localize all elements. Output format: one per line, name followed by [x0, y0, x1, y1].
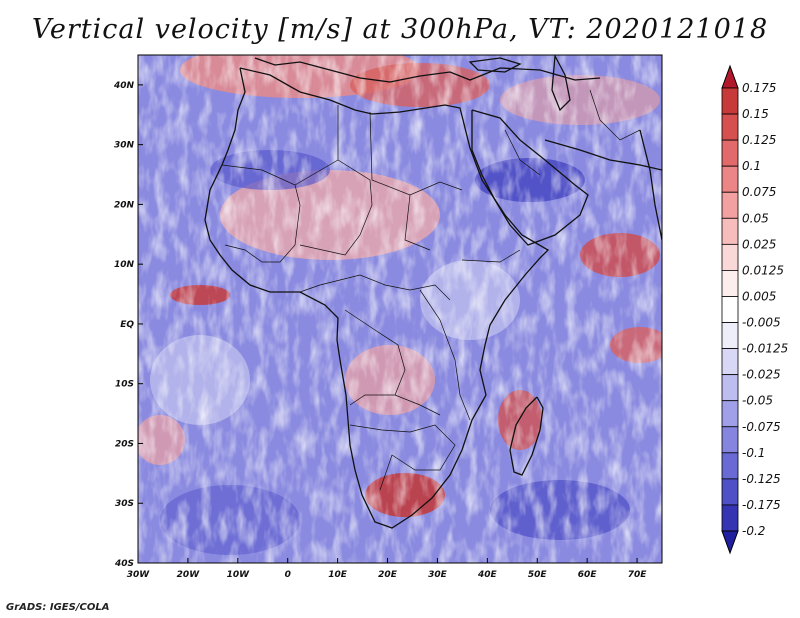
lon-tick-label: 60E — [578, 570, 598, 580]
colorbar: 0.175 0.15 0.125 0.1 0.075 0.05 0.025 0.0125 0.0… — [721, 64, 788, 555]
lat-tick-label: 40S — [114, 559, 134, 569]
lat-tick-label: EQ — [120, 320, 134, 330]
colorbar-swatch — [721, 296, 739, 323]
map-panel — [137, 54, 663, 564]
lon-tick-label: 30E — [428, 570, 448, 580]
colorbar-swatch — [721, 322, 739, 349]
colorbar-swatch — [721, 113, 739, 141]
colorbar-swatch — [721, 478, 739, 506]
lat-tick-label: 30S — [115, 499, 134, 509]
lon-tick-label: 0 — [285, 570, 291, 580]
colorbar-min-arrow — [721, 530, 739, 555]
map-frame — [137, 54, 663, 564]
colorbar-swatch — [721, 400, 739, 428]
colorbar-level-label: -0.005 — [742, 316, 781, 330]
colorbar-swatch — [721, 452, 739, 480]
lat-tick-label: 20S — [115, 439, 134, 449]
lon-tick-label: 70E — [628, 570, 648, 580]
colorbar-level-label: -0.0125 — [742, 342, 788, 356]
colorbar-swatch — [721, 426, 739, 454]
lat-tick-label: 10S — [115, 380, 134, 390]
colorbar-level-label: -0.025 — [742, 368, 781, 382]
country-borders — [221, 89, 641, 491]
colorbar-swatch — [721, 374, 739, 402]
colorbar-level-label: 0.0125 — [742, 263, 784, 277]
lon-tick-label: 30W — [127, 570, 151, 580]
colorbar-swatch — [721, 139, 739, 167]
colorbar-level-label: 0.005 — [742, 289, 776, 303]
latitude-axis: 40N 30N 20N 10N EQ 10S 20S 30S 40S — [113, 81, 143, 569]
colorbar-swatch — [721, 165, 739, 193]
colorbar-swatch — [721, 504, 739, 532]
lat-tick-label: 30N — [114, 141, 135, 151]
colorbar-swatch — [721, 87, 739, 115]
colorbar-level-label: -0.1 — [742, 446, 765, 460]
colorbar-level-label: 0.125 — [742, 133, 776, 147]
colorbar-level-label: 0.175 — [742, 81, 776, 95]
colorbar-swatch — [721, 191, 739, 219]
lon-tick-label: 20W — [177, 570, 201, 580]
map-title: Vertical velocity [m/s] at 300hPa, VT: 2… — [31, 14, 769, 45]
colorbar-swatch — [721, 270, 739, 297]
colorbar-swatch — [721, 217, 739, 245]
colorbar-level-label: 0.075 — [742, 185, 776, 199]
colorbar-level-label: -0.075 — [742, 420, 781, 434]
lon-tick-label: 50E — [528, 570, 548, 580]
colorbar-level-label: -0.05 — [742, 394, 773, 408]
lat-tick-label: 20N — [114, 200, 135, 210]
grads-credit: GrADS: IGES/COLA — [6, 602, 110, 613]
colorbar-level-label: 0.1 — [742, 159, 761, 173]
coastlines — [204, 55, 662, 529]
colorbar-swatch — [721, 348, 739, 376]
colorbar-level-label: -0.2 — [742, 524, 765, 538]
colorbar-level-label: -0.175 — [742, 498, 781, 512]
colorbar-level-label: 0.025 — [742, 237, 776, 251]
lon-tick-label: 20E — [378, 570, 398, 580]
colorbar-level-label: 0.15 — [742, 107, 769, 121]
colorbar-swatch — [721, 243, 739, 271]
colorbar-max-arrow — [721, 64, 739, 89]
colorbar-level-label: 0.05 — [742, 211, 769, 225]
lat-tick-label: 40N — [113, 81, 135, 91]
colorbar-level-label: -0.125 — [742, 472, 781, 486]
lon-tick-label: 10W — [227, 570, 251, 580]
lon-tick-label: 40E — [477, 570, 498, 580]
lon-tick-label: 10E — [328, 570, 348, 580]
longitude-axis: 30W 20W 10W 0 10E 20E 30E 40E 50E 60E 70E — [127, 558, 647, 580]
velocity-field — [138, 55, 662, 563]
lat-tick-label: 10N — [114, 260, 135, 270]
